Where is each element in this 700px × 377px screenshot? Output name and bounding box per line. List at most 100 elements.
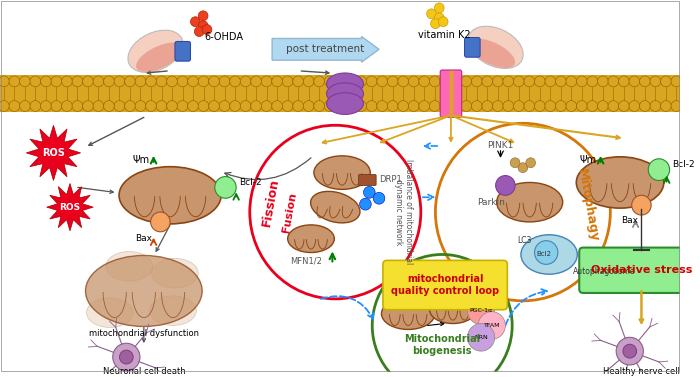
Circle shape (608, 101, 619, 112)
Circle shape (177, 76, 188, 87)
Circle shape (9, 101, 20, 112)
Ellipse shape (430, 296, 476, 323)
Circle shape (461, 76, 472, 87)
Circle shape (631, 195, 651, 215)
Circle shape (616, 337, 643, 365)
Circle shape (535, 101, 545, 112)
Circle shape (356, 101, 367, 112)
Text: Imbalance of mitochondrial
dynamic network: Imbalance of mitochondrial dynamic netwo… (393, 159, 413, 265)
Ellipse shape (326, 83, 363, 104)
Ellipse shape (150, 296, 196, 325)
Text: mitochondrial dysfunction: mitochondrial dysfunction (89, 329, 199, 339)
Circle shape (360, 198, 371, 210)
Circle shape (104, 101, 114, 112)
Circle shape (9, 76, 20, 87)
Ellipse shape (326, 73, 363, 95)
Ellipse shape (136, 43, 183, 72)
Circle shape (366, 101, 377, 112)
Circle shape (577, 76, 587, 87)
Circle shape (468, 323, 495, 351)
Ellipse shape (468, 26, 523, 69)
Text: NRN: NRN (474, 335, 488, 340)
Circle shape (83, 101, 93, 112)
Circle shape (524, 101, 535, 112)
Circle shape (314, 101, 325, 112)
Circle shape (251, 76, 261, 87)
FancyBboxPatch shape (465, 37, 480, 57)
Circle shape (524, 76, 535, 87)
Circle shape (356, 76, 367, 87)
Ellipse shape (311, 192, 360, 223)
Text: mitochondrial
quality control loop: mitochondrial quality control loop (391, 274, 499, 296)
Text: ROS: ROS (42, 148, 65, 158)
Circle shape (373, 192, 385, 204)
Circle shape (324, 76, 335, 87)
Circle shape (408, 76, 419, 87)
Circle shape (608, 76, 619, 87)
Circle shape (503, 101, 514, 112)
Text: Fission: Fission (260, 177, 281, 227)
Circle shape (30, 101, 41, 112)
Circle shape (156, 101, 167, 112)
Circle shape (435, 3, 444, 13)
Circle shape (535, 241, 558, 264)
Circle shape (293, 101, 304, 112)
Circle shape (440, 101, 451, 112)
Circle shape (41, 76, 51, 87)
FancyBboxPatch shape (358, 175, 376, 185)
Circle shape (303, 101, 314, 112)
Circle shape (114, 76, 125, 87)
Circle shape (661, 101, 671, 112)
Circle shape (219, 76, 230, 87)
Circle shape (62, 76, 72, 87)
Circle shape (282, 101, 293, 112)
Circle shape (556, 76, 566, 87)
Circle shape (429, 101, 440, 112)
Circle shape (120, 350, 133, 364)
Circle shape (240, 101, 251, 112)
Circle shape (419, 101, 430, 112)
Circle shape (640, 76, 650, 87)
Circle shape (303, 76, 314, 87)
Text: Autophagosome: Autophagosome (573, 267, 636, 276)
Circle shape (619, 101, 629, 112)
Circle shape (195, 27, 204, 37)
Circle shape (188, 101, 198, 112)
Circle shape (598, 76, 608, 87)
Circle shape (526, 158, 536, 168)
Circle shape (510, 158, 520, 168)
Circle shape (438, 17, 448, 27)
Circle shape (230, 101, 240, 112)
Circle shape (335, 76, 346, 87)
Circle shape (215, 176, 236, 198)
Circle shape (167, 101, 177, 112)
Circle shape (251, 101, 261, 112)
Circle shape (113, 343, 140, 371)
Ellipse shape (152, 258, 198, 288)
Circle shape (219, 101, 230, 112)
Circle shape (471, 101, 482, 112)
Circle shape (577, 101, 587, 112)
Circle shape (514, 101, 524, 112)
Circle shape (419, 76, 430, 87)
Circle shape (209, 101, 219, 112)
Circle shape (650, 101, 661, 112)
Text: Bcl2: Bcl2 (537, 251, 552, 257)
Circle shape (503, 76, 514, 87)
Text: Neuronal cell death: Neuronal cell death (102, 367, 185, 376)
Circle shape (0, 101, 9, 112)
Text: Fusion: Fusion (281, 191, 298, 233)
Circle shape (324, 101, 335, 112)
Circle shape (335, 101, 346, 112)
Circle shape (398, 76, 409, 87)
Circle shape (545, 101, 556, 112)
Circle shape (190, 17, 200, 27)
Text: Healthy nerve cell: Healthy nerve cell (603, 367, 680, 376)
Ellipse shape (106, 251, 153, 281)
Text: Ψm: Ψm (132, 155, 150, 165)
Circle shape (408, 101, 419, 112)
FancyBboxPatch shape (175, 41, 190, 61)
Circle shape (198, 21, 208, 31)
Circle shape (492, 76, 503, 87)
Circle shape (293, 76, 304, 87)
